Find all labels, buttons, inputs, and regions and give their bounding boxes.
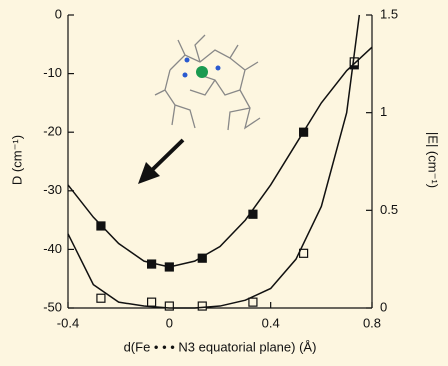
data-point [249,298,257,306]
x-tick-label: 0 [166,315,173,330]
x-tick-label: 0.8 [363,315,381,330]
y2-axis-label: |E| (cm⁻¹) [426,132,441,188]
molecule-illustration [155,35,260,130]
x-tick-label: -0.4 [57,315,79,330]
y2-tick-label: 0 [380,299,387,314]
x-tick-label: 0.4 [262,315,280,330]
page: {"chart_data": {"type": "scatter", "x_la… [0,0,448,366]
fit-curve [68,15,359,308]
y2-tick-label: 1 [380,104,387,119]
x-axis-label: d(Fe • • • N3 equatorial plane) (Å) [124,339,317,354]
y-tick-label: -10 [43,65,62,80]
y-tick-label: -20 [43,124,62,139]
y-tick-label: -50 [43,299,62,314]
chart: D (cm⁻¹) |E| (cm⁻¹) d(Fe • • • N3 equato… [0,0,448,366]
y-tick-label: -40 [43,241,62,256]
y-tick-label: -30 [43,182,62,197]
data-point [97,294,105,302]
arrow [138,140,183,184]
y-axis-label: D (cm⁻¹) [9,135,24,185]
data-point [165,302,173,310]
y-tick-label: 0 [55,6,62,21]
fit-curve [68,47,372,267]
data-point [148,298,156,306]
y2-tick-label: 1.5 [380,6,398,21]
y2-tick-label: 0.5 [380,202,398,217]
data-point [198,302,206,310]
